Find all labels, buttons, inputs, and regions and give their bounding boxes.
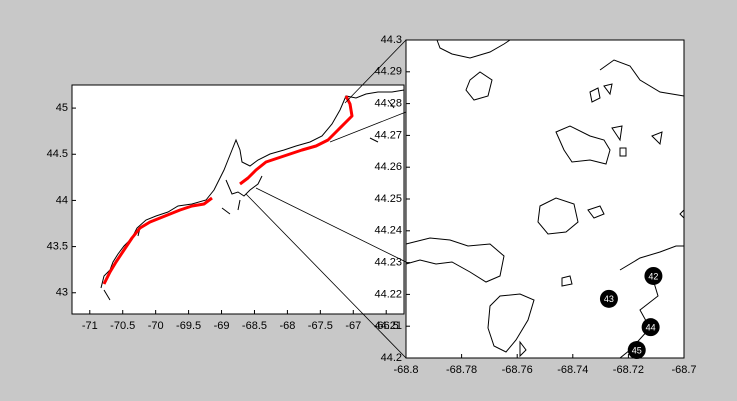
x-tick-label: -67 <box>345 320 361 332</box>
coastline <box>436 39 511 59</box>
island <box>561 209 685 287</box>
x-tick-label: -67.5 <box>308 320 333 332</box>
y-tick-label: 44.27 <box>374 129 402 141</box>
x-tick-label: -68 <box>279 320 295 332</box>
x-tick-label: -71 <box>82 320 98 332</box>
island <box>537 197 605 235</box>
island <box>555 125 611 165</box>
station-label: 43 <box>604 294 614 304</box>
island <box>611 125 663 157</box>
x-tick-label: -68.74 <box>557 364 588 376</box>
station-marker <box>599 289 618 308</box>
zoom-line <box>329 111 407 143</box>
y-tick-label: 44.24 <box>374 225 402 237</box>
x-tick-label: -68.76 <box>502 364 533 376</box>
station-label: 45 <box>632 345 642 355</box>
inset-axes <box>406 40 684 358</box>
coastline <box>599 59 685 97</box>
y-tick-label: 45 <box>56 102 68 114</box>
map-red-points <box>102 95 354 285</box>
coastline <box>103 99 395 301</box>
red-track <box>239 95 354 186</box>
red-track <box>102 196 213 285</box>
x-tick-label: -70.5 <box>110 320 135 332</box>
y-tick-label: 44.22 <box>374 288 402 300</box>
x-tick-label: -68.5 <box>242 320 267 332</box>
y-tick-label: 43 <box>56 287 68 299</box>
y-tick-label: 43.5 <box>47 240 68 252</box>
station-marker <box>627 341 646 360</box>
x-tick-label: -66.5 <box>374 320 399 332</box>
y-tick-label: 44.2 <box>381 352 402 364</box>
y-tick-label: 44 <box>56 194 68 206</box>
y-tick-label: 44.28 <box>374 98 402 110</box>
coastline <box>405 237 505 283</box>
y-tick-label: 44.29 <box>374 66 402 78</box>
island <box>589 83 613 103</box>
y-tick-label: 44.21 <box>374 320 402 332</box>
y-tick-label: 44.23 <box>374 257 402 269</box>
x-tick-label: -68.8 <box>393 364 418 376</box>
x-tick-label: -69.5 <box>176 320 201 332</box>
station-label: 44 <box>646 323 656 333</box>
y-tick-label: 44.26 <box>374 161 402 173</box>
island <box>487 293 535 358</box>
zoom-line <box>245 193 407 359</box>
y-tick-label: 44.5 <box>47 148 68 160</box>
map-axes-frame <box>71 84 405 315</box>
inset-coastline <box>405 39 685 359</box>
zoom-line <box>255 187 407 263</box>
map-axes <box>72 85 404 314</box>
station-label: 42 <box>648 271 658 281</box>
x-tick-label: -70 <box>148 320 164 332</box>
y-tick-label: 44.3 <box>381 34 402 46</box>
station-marker <box>644 266 663 285</box>
y-tick-label: 44.25 <box>374 193 402 205</box>
zoom-line <box>344 39 407 104</box>
x-tick-label: -68.78 <box>446 364 477 376</box>
x-tick-label: -68.72 <box>613 364 644 376</box>
station-marker <box>641 318 660 337</box>
x-tick-label: -68.7 <box>671 364 696 376</box>
x-tick-label: -69 <box>214 320 230 332</box>
zoom-lines <box>245 39 407 359</box>
island <box>465 71 493 101</box>
